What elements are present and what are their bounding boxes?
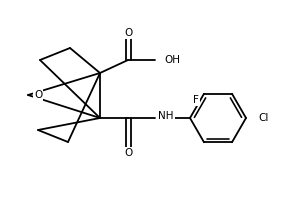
Text: O: O [124,28,132,38]
Text: F: F [193,95,199,105]
Text: O: O [34,90,42,100]
Text: O: O [124,148,132,158]
Text: Cl: Cl [258,113,268,123]
Text: OH: OH [164,55,180,65]
Text: NH: NH [158,111,173,121]
